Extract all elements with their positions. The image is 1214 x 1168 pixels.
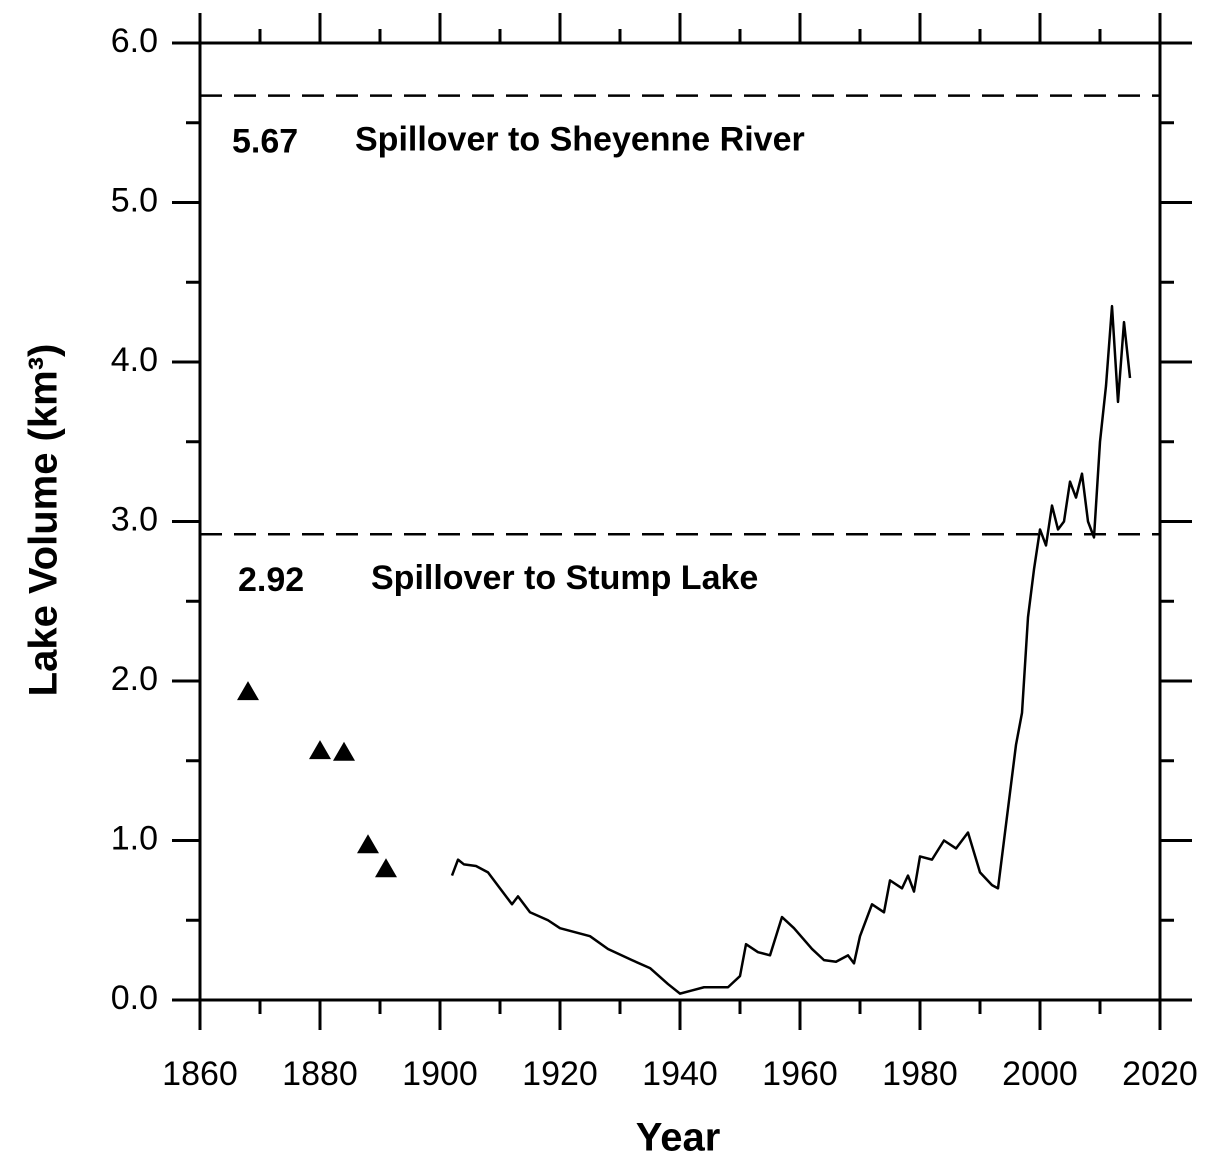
plot-frame	[198, 41, 1162, 1002]
x-tick-label: 1920	[522, 1055, 598, 1093]
x-tick-label: 1940	[642, 1055, 718, 1093]
x-tick-label: 1860	[162, 1055, 238, 1093]
y-tick-label: 6.0	[111, 22, 158, 60]
triangle-marker	[333, 741, 355, 761]
x-tick-label: 2000	[1002, 1055, 1078, 1093]
y-tick-label: 1.0	[111, 819, 158, 857]
threshold-value: 5.67	[232, 123, 298, 161]
triangle-marker	[375, 858, 397, 878]
y-tick-label: 4.0	[111, 341, 158, 379]
x-tick-label: 1880	[282, 1055, 358, 1093]
x-tick-label: 2020	[1122, 1055, 1198, 1093]
y-axis-label: Lake Volume (km³)	[22, 344, 66, 697]
y-tick-label: 5.0	[111, 181, 158, 219]
x-tick-label: 1900	[402, 1055, 478, 1093]
triangle-marker	[309, 740, 331, 760]
threshold-label: Spillover to Stump Lake	[371, 559, 758, 597]
y-tick-label: 0.0	[111, 979, 158, 1017]
x-axis-label: Year	[636, 1116, 721, 1160]
threshold-value: 2.92	[238, 561, 304, 599]
triangle-marker	[237, 681, 259, 701]
triangle-marker	[357, 834, 379, 854]
threshold-label: Spillover to Sheyenne River	[355, 121, 805, 159]
y-tick-label: 2.0	[111, 660, 158, 698]
y-tick-label: 3.0	[111, 500, 158, 538]
x-tick-label: 1980	[882, 1055, 958, 1093]
volume-line	[450, 304, 1132, 995]
x-tick-label: 1960	[762, 1055, 838, 1093]
